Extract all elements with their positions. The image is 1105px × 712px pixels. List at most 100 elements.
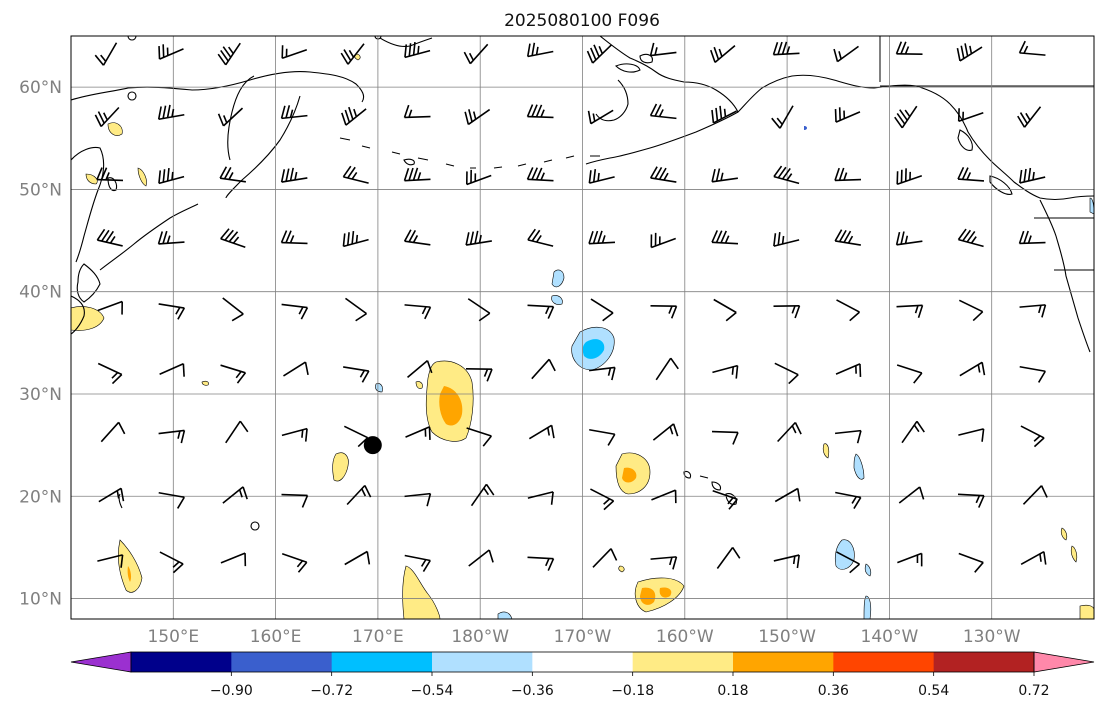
- wind-barb-flag: [219, 166, 228, 179]
- wind-barb-flag: [900, 41, 907, 55]
- wind-barb: [97, 554, 124, 568]
- wind-barb-flag: [548, 358, 556, 372]
- wind-barb-flag: [217, 113, 225, 127]
- wind-barb-staff: [774, 362, 799, 376]
- wind-barb-flag: [649, 103, 658, 117]
- wind-barb-flag: [590, 47, 597, 61]
- wind-barb-flag: [913, 424, 920, 433]
- wind-barb: [280, 105, 308, 120]
- wind-barb-flag: [900, 231, 905, 245]
- wind-barb-staff: [158, 241, 185, 245]
- wind-barb-flag: [1027, 235, 1032, 244]
- wind-barb-flag: [904, 109, 911, 118]
- wind-barb: [407, 360, 433, 378]
- wind-barb-flag: [547, 306, 555, 319]
- wind-barb: [157, 104, 185, 121]
- wind-barb: [526, 42, 554, 58]
- wind-barb-flag: [899, 109, 908, 121]
- wind-barb-flag: [465, 232, 470, 246]
- wind-barb-flag: [586, 50, 594, 64]
- wind-barb-staff: [281, 493, 308, 497]
- wind-barb-flag: [468, 109, 473, 123]
- wind-barb-staff: [283, 361, 306, 377]
- wind-barb-flag: [592, 113, 596, 122]
- wind-barb-staff: [97, 300, 123, 312]
- wind-barb-flag: [297, 561, 308, 573]
- wind-barb: [772, 41, 800, 56]
- wind-barb-flag: [838, 107, 841, 121]
- wind-barb: [716, 547, 741, 569]
- wind-barb-flag: [417, 45, 420, 54]
- positive-anomaly-region: [332, 452, 349, 482]
- wind-barb-flag: [978, 495, 985, 508]
- wind-barb-flag: [792, 555, 796, 565]
- wind-barb: [650, 232, 676, 249]
- colorbar-segment: [331, 652, 433, 672]
- positive-anomaly-region: [618, 565, 625, 573]
- wind-barb-staff: [716, 547, 734, 569]
- wind-barb-flag: [725, 311, 737, 322]
- wind-barb-staff: [527, 304, 554, 308]
- wind-barb-flag: [342, 233, 346, 247]
- wind-barb-flag: [105, 172, 110, 181]
- wind-barb: [404, 42, 431, 59]
- wind-barb-flag: [547, 558, 555, 571]
- wind-barb-staff: [901, 420, 918, 444]
- wind-barb-staff: [466, 240, 492, 246]
- wind-barb-flag: [527, 228, 536, 241]
- wind-barb-staff: [592, 548, 612, 568]
- wind-barb-flag: [727, 497, 734, 505]
- positive-anomaly-core: [659, 587, 672, 598]
- wind-barb-flag: [105, 230, 114, 243]
- wind-barb-flag: [162, 105, 167, 119]
- wind-barb-flag: [222, 46, 232, 58]
- wind-barb-flag: [535, 235, 542, 243]
- wind-barb-staff: [655, 357, 672, 381]
- wind-barb-staff: [959, 361, 983, 377]
- wind-barb: [342, 165, 369, 184]
- wind-barb: [1019, 365, 1046, 383]
- wind-barb-flag: [851, 496, 858, 504]
- wind-barb: [158, 491, 185, 509]
- wind-barb-flag: [597, 172, 600, 182]
- wind-barb: [527, 491, 554, 505]
- wind-barb-staff: [158, 491, 185, 499]
- coastline-okhotsk: [71, 146, 105, 263]
- wind-barb: [404, 304, 432, 320]
- wind-barb: [588, 169, 615, 184]
- wind-barb-staff: [102, 42, 118, 66]
- colorbar-tick-label: −0.54: [411, 683, 454, 699]
- wind-barb-flag: [228, 231, 239, 243]
- wind-barb-staff: [158, 113, 185, 121]
- wind-barb: [531, 358, 556, 380]
- wind-barb-flag: [117, 421, 126, 435]
- wind-barb-flag: [791, 305, 796, 314]
- wind-barb: [219, 166, 246, 183]
- wind-barb: [590, 488, 615, 511]
- longitude-label: 150°W: [758, 627, 816, 647]
- colorbar-extend-high: [1033, 651, 1095, 673]
- wind-barb-flag: [914, 305, 919, 314]
- wind-barb: [586, 44, 612, 64]
- wind-barb: [527, 304, 555, 319]
- wind-barb-flag: [355, 312, 367, 322]
- wind-barb-flag: [715, 168, 721, 182]
- wind-barb-flag: [711, 168, 716, 182]
- wind-barb-flag: [228, 172, 234, 180]
- wind-barb: [526, 104, 554, 119]
- wind-barb-flag: [483, 368, 489, 377]
- wind-barb-staff: [468, 549, 490, 567]
- wind-barb-flag: [486, 368, 493, 382]
- wind-barb-flag: [713, 46, 720, 60]
- positive-anomaly-region: [107, 122, 123, 136]
- wind-barb-flag: [111, 372, 119, 379]
- wind-barb-flag: [1039, 553, 1042, 562]
- wind-barb-staff: [466, 174, 492, 186]
- positive-anomaly-region: [1079, 604, 1094, 619]
- wind-barb-flag: [342, 165, 352, 178]
- wind-barb-staff: [405, 426, 430, 438]
- wind-barb: [901, 420, 925, 444]
- wind-barb-flag: [904, 46, 910, 55]
- wind-barb: [959, 361, 986, 377]
- wind-barb-staff: [281, 427, 308, 437]
